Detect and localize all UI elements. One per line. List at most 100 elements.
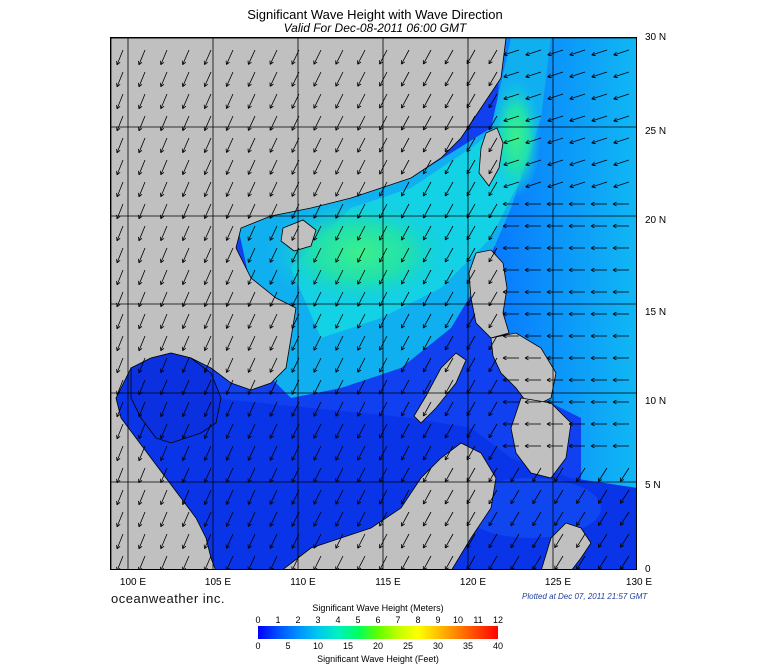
wave-arrow xyxy=(204,269,212,285)
wave-arrow xyxy=(313,49,322,65)
wave-arrow-head xyxy=(423,83,427,87)
wave-arrow xyxy=(247,137,256,153)
wave-arrow-head xyxy=(568,291,573,295)
wave-arrow xyxy=(466,269,476,285)
wave-arrow xyxy=(291,489,300,505)
wave-arrow xyxy=(116,313,124,329)
wave-arrow-head xyxy=(182,215,187,220)
wave-arrow xyxy=(466,335,476,351)
wave-arrow-head xyxy=(182,193,187,198)
wave-arrow-head xyxy=(291,215,296,219)
wave-arrow xyxy=(379,555,388,569)
wave-arrow-head xyxy=(569,186,574,189)
wave-arrow xyxy=(576,511,586,526)
wave-arrow-head xyxy=(590,225,595,229)
colorbar xyxy=(258,626,498,639)
meters-tick: 1 xyxy=(275,615,281,625)
wave-arrow-head xyxy=(466,413,471,417)
wave-arrow xyxy=(204,379,212,395)
wave-arrow xyxy=(488,511,498,527)
wave-arrow xyxy=(357,555,366,569)
wave-arrow-head xyxy=(401,171,406,175)
wave-arrow xyxy=(613,115,630,122)
wave-arrow xyxy=(466,247,476,263)
wave-arrow xyxy=(204,555,212,569)
wave-arrow-head xyxy=(248,347,252,351)
wave-arrow xyxy=(226,467,234,483)
wave-arrow xyxy=(138,379,146,395)
wave-arrow xyxy=(357,467,366,483)
wave-arrow-head xyxy=(547,98,552,101)
wave-arrow xyxy=(379,379,388,395)
wave-arrow-head xyxy=(569,161,573,166)
wave-arrow xyxy=(204,71,212,87)
wave-arrow-head xyxy=(138,127,143,132)
wave-arrow xyxy=(569,115,586,122)
wave-arrow xyxy=(226,115,234,131)
wave-arrow xyxy=(269,71,278,87)
wave-arrow-head xyxy=(293,567,296,569)
wave-arrow xyxy=(569,137,586,144)
wave-arrow xyxy=(379,357,388,373)
wave-arrow xyxy=(313,533,322,549)
wave-arrow xyxy=(160,357,168,373)
wave-arrow xyxy=(247,357,256,373)
wave-arrow xyxy=(598,533,608,548)
wave-arrow-head xyxy=(502,269,507,273)
wave-arrow-head xyxy=(568,355,573,359)
wave-arrow-head xyxy=(466,127,471,131)
wave-arrow-head xyxy=(569,164,574,167)
wave-arrow xyxy=(488,423,498,439)
wave-arrow xyxy=(116,533,124,549)
wave-arrow xyxy=(357,49,366,65)
wave-arrow-head xyxy=(401,237,406,241)
wave-arrow-head xyxy=(269,127,274,131)
wave-arrow-head xyxy=(546,289,551,293)
wave-arrow-head xyxy=(160,391,165,396)
wave-arrow-head xyxy=(291,171,296,175)
wave-arrow-head xyxy=(524,421,529,425)
wave-arrow-head xyxy=(445,501,449,505)
wave-arrow xyxy=(204,225,212,241)
wave-arrow xyxy=(269,445,278,461)
wave-arrow xyxy=(335,203,344,219)
wave-arrow-head xyxy=(554,479,559,482)
wave-arrow-head xyxy=(569,183,573,188)
wave-arrow xyxy=(525,159,542,166)
wave-arrow-head xyxy=(546,443,551,447)
wave-arrow xyxy=(247,511,256,527)
wave-arrow-head xyxy=(613,120,618,123)
wave-arrow xyxy=(401,203,410,219)
wave-arrow-head xyxy=(502,335,507,339)
wave-arrow-head xyxy=(546,223,551,227)
wave-arrow-head xyxy=(591,139,595,144)
wave-arrow-head xyxy=(248,105,252,109)
wave-arrow-head xyxy=(116,83,121,88)
wave-arrow-head xyxy=(423,413,427,417)
wave-arrow-head xyxy=(568,421,573,425)
wave-arrow xyxy=(313,137,322,153)
wave-arrow xyxy=(269,203,278,219)
wave-arrow xyxy=(489,555,498,569)
wave-arrow-head xyxy=(554,545,559,548)
wave-arrow-head xyxy=(503,95,507,100)
wave-arrow-head xyxy=(466,105,471,109)
wave-arrow-head xyxy=(466,149,471,153)
wave-arrow xyxy=(525,71,542,78)
wave-arrow xyxy=(247,269,256,285)
wave-arrow-head xyxy=(313,281,318,285)
wave-arrow xyxy=(269,533,278,549)
wave-arrow-head xyxy=(502,289,507,293)
wave-arrow-head xyxy=(116,501,121,506)
wave-arrow-head xyxy=(576,545,581,548)
wave-arrow-head xyxy=(160,237,165,242)
wave-arrow-head xyxy=(502,423,507,427)
wave-arrow xyxy=(182,357,190,373)
wave-arrow-head xyxy=(466,391,471,395)
wave-arrow xyxy=(401,71,410,87)
wave-arrow xyxy=(379,71,388,87)
gulf-of-thailand-water xyxy=(130,352,222,444)
wave-arrow-head xyxy=(226,259,230,263)
wave-arrow xyxy=(488,291,498,307)
wave-arrow-head xyxy=(116,369,121,374)
